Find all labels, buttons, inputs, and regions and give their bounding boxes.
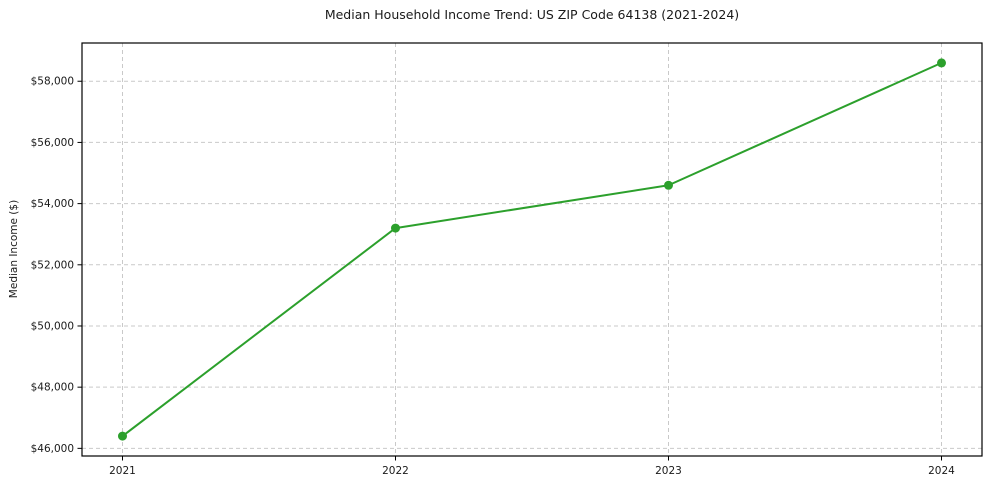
x-tick-label: 2023 xyxy=(655,465,682,477)
plot-border xyxy=(81,42,983,457)
trend-line xyxy=(121,61,943,438)
data-point-2021 xyxy=(118,431,127,441)
y-tick-label: $46,000 xyxy=(31,443,74,455)
x-tick-label: 2021 xyxy=(109,465,136,477)
y-tick-label: $56,000 xyxy=(31,137,74,149)
x-tick-label: 2024 xyxy=(928,465,955,477)
data-point-2023 xyxy=(664,180,673,190)
data-point-2024 xyxy=(937,58,946,68)
y-tick-label: $50,000 xyxy=(31,320,74,332)
data-point-2022 xyxy=(391,223,400,233)
x-tick-label: 2022 xyxy=(382,465,409,477)
y-tick-label: $48,000 xyxy=(31,382,74,394)
y-tick-label: $52,000 xyxy=(31,259,74,271)
chart-title: Median Household Income Trend: US ZIP Co… xyxy=(324,7,740,22)
y-tick-label: $54,000 xyxy=(31,198,74,210)
y-tick-label: $58,000 xyxy=(31,76,74,88)
